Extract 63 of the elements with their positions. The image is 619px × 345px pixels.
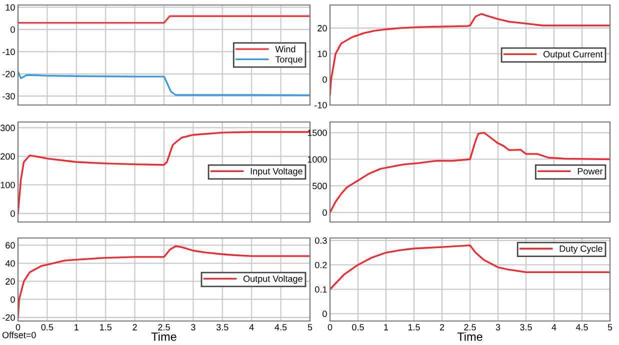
y-tick-label: -10 [314, 102, 327, 108]
x-tick-label: 1 [74, 324, 78, 330]
y-tick-label: 0 [10, 296, 15, 303]
y-tick-label: 100 [0, 182, 15, 188]
x-axis-title: Time [457, 332, 482, 341]
x-tick-label: 1.5 [408, 324, 420, 330]
legend-label: Input Voltage [250, 168, 302, 176]
y-tick-label: 60 [6, 242, 15, 249]
y-tick-label: 1000 [308, 156, 327, 163]
line-series [18, 245, 310, 318]
legend-label: Power [578, 168, 603, 174]
x-tick-label: 5 [608, 324, 612, 330]
y-tick-label: 0 [322, 310, 327, 318]
x-tick-label: 1 [384, 324, 388, 330]
x-tick-label: 4.5 [274, 324, 287, 330]
line-series [330, 244, 610, 290]
y-tick-label: -10 [2, 48, 15, 56]
x-tick-label: 2 [440, 324, 444, 330]
x-tick-label: 2 [132, 324, 137, 330]
x-tick-label: 5 [308, 324, 312, 330]
line-series [18, 70, 310, 96]
x-tick-label: 4 [552, 324, 556, 330]
y-tick-label: 40 [5, 260, 15, 267]
x-tick-label: 3 [191, 324, 196, 330]
y-tick-label: -20 [2, 314, 15, 321]
line-series [330, 13, 610, 96]
y-tick-label: 200 [0, 153, 15, 160]
y-tick-label: 0.3 [315, 237, 327, 244]
y-tick-label: 20 [318, 25, 327, 32]
x-tick-label: 0.5 [352, 324, 364, 330]
y-tick-label: 1500 [308, 130, 327, 136]
y-tick-label: -30 [2, 93, 15, 100]
x-tick-label: 0 [16, 324, 20, 330]
y-tick-label: 0 [322, 209, 327, 216]
x-tick-label: 3.5 [520, 324, 532, 330]
y-tick-label: 10 [6, 4, 15, 11]
legend-label: Duty Cycle [560, 245, 602, 254]
y-tick-label: 0 [10, 210, 15, 217]
text: Offset=0 [2, 332, 36, 338]
legend-label: Torque [275, 56, 302, 64]
legend-label: Output Current [544, 51, 603, 60]
y-tick-label: -20 [2, 70, 15, 78]
x-tick-label: 2.5 [464, 324, 476, 330]
line-series [330, 132, 610, 214]
x-axis-title: Time [151, 332, 176, 341]
legend-label: Wind [275, 46, 296, 52]
x-tick-label: 1.5 [100, 324, 112, 330]
x-tick-label: 2.5 [158, 324, 170, 330]
y-tick-label: 300 [0, 124, 15, 132]
y-tick-label: 0 [322, 76, 327, 83]
y-tick-label: 0 [10, 26, 15, 33]
x-tick-label: 3 [496, 324, 500, 330]
y-tick-label: 0.1 [315, 286, 327, 293]
y-tick-label: 0.2 [315, 262, 327, 268]
x-tick-label: 4.5 [576, 324, 588, 330]
y-tick-label: 10 [318, 50, 327, 58]
x-tick-label: 4 [249, 324, 254, 330]
x-tick-label: 0.5 [41, 324, 54, 330]
y-tick-label: 500 [312, 182, 327, 190]
y-tick-label: 20 [6, 278, 15, 285]
x-tick-label: 0 [328, 324, 332, 330]
legend-label: Output Voltage [243, 275, 302, 284]
x-tick-label: 3.5 [216, 324, 228, 330]
